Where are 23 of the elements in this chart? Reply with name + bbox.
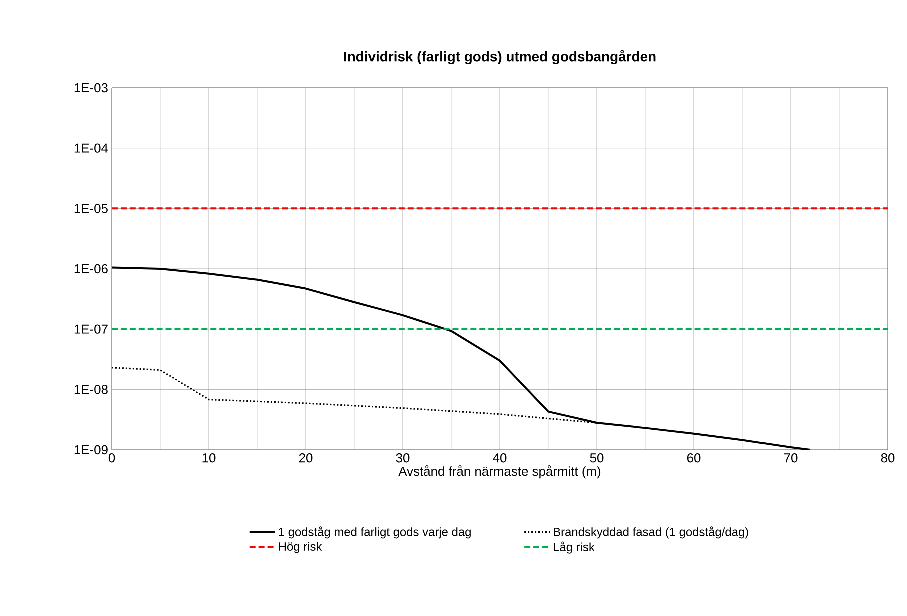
legend-label: Låg risk [554, 542, 595, 554]
y-tick-label: 1E-08 [74, 385, 108, 394]
y-tick-label: 1E-05 [74, 204, 108, 214]
legend-label: Brandskyddad fasad (1 godståg/dag) [554, 526, 748, 539]
x-tick-label: 60 [687, 454, 701, 463]
x-tick-label: 70 [784, 454, 798, 463]
x-tick-label: 30 [396, 454, 410, 463]
legend-label: Hög risk [279, 542, 322, 554]
x-tick-label: 40 [493, 454, 507, 463]
x-axis-title: Avstånd från närmaste spårmitt (m) [398, 466, 601, 479]
x-tick-label: 20 [299, 454, 313, 463]
y-tick-label: 1E-03 [74, 83, 108, 93]
legend-label: 1 godståg med farligt gods varje dag [279, 526, 471, 539]
y-tick-label: 1E-06 [74, 264, 108, 274]
x-tick-label: 50 [590, 454, 604, 463]
x-tick-label: 80 [881, 454, 895, 463]
chart-title: Individrisk (farligt gods) utmed godsbangården [344, 50, 656, 65]
y-tick-label: 1E-07 [74, 324, 108, 334]
x-tick-label: 0 [108, 454, 116, 463]
x-tick-label: 10 [202, 454, 216, 463]
y-tick-label: 1E-04 [74, 144, 108, 153]
y-tick-label: 1E-09 [74, 445, 108, 455]
line-series [112, 266, 812, 450]
